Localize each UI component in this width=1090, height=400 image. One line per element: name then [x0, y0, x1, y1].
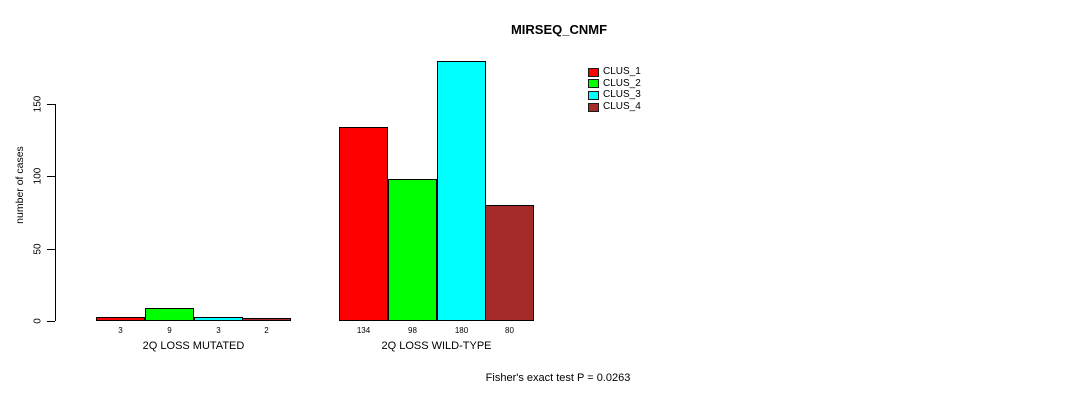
- bar-value-label: 134: [356, 326, 371, 335]
- y-tick-label: 150: [32, 95, 44, 113]
- legend-row: CLUS_4: [588, 102, 641, 112]
- chart-title: MIRSEQ_CNMF: [510, 22, 608, 37]
- legend-label: CLUS_2: [603, 77, 641, 89]
- legend-label: CLUS_4: [603, 101, 641, 113]
- y-tick-mark: [47, 104, 55, 105]
- y-tick-mark: [47, 176, 55, 177]
- bar-clus_2-group2: [388, 179, 437, 321]
- bar-clus_3-group2: [437, 61, 486, 321]
- bar-clus_1-group2: [339, 127, 388, 321]
- bar-value-label: 3: [216, 326, 221, 335]
- annotation-text: Fisher's exact test P = 0.0263: [485, 372, 631, 384]
- y-tick-label: 50: [32, 243, 44, 255]
- bar-value-label: 180: [454, 326, 469, 335]
- legend-row: CLUS_3: [588, 90, 641, 100]
- y-tick-label: 0: [32, 318, 44, 324]
- bar-clus_4-group1: [242, 318, 291, 321]
- legend-row: CLUS_1: [588, 67, 641, 77]
- legend-swatch-clus_4: [588, 102, 599, 112]
- legend-row: CLUS_2: [588, 77, 641, 89]
- legend-swatch-clus_2: [588, 79, 599, 89]
- bar-clus_4-group2: [485, 205, 534, 321]
- legend-swatch-clus_1: [588, 67, 599, 77]
- y-tick-mark: [47, 249, 55, 250]
- category-label: 2Q LOSS WILD-TYPE: [381, 340, 492, 352]
- bar-value-label: 80: [505, 326, 514, 335]
- bar-value-label: 3: [118, 326, 123, 335]
- y-tick-mark: [47, 321, 55, 322]
- legend-label: CLUS_1: [603, 66, 641, 77]
- bar-clus_3-group1: [194, 317, 243, 321]
- legend-swatch-clus_3: [588, 90, 599, 100]
- bar-clus_2-group1: [145, 308, 194, 321]
- legend-label: CLUS_3: [603, 89, 641, 101]
- y-axis-line: [55, 104, 56, 321]
- bar-value-label: 2: [264, 326, 269, 335]
- bar-value-label: 9: [167, 326, 172, 335]
- bar-clus_1-group1: [96, 317, 145, 321]
- category-label: 2Q LOSS MUTATED: [142, 340, 245, 352]
- bar-value-label: 98: [408, 326, 417, 335]
- y-tick-label: 100: [32, 167, 44, 185]
- y-axis-label: number of cases: [14, 146, 26, 224]
